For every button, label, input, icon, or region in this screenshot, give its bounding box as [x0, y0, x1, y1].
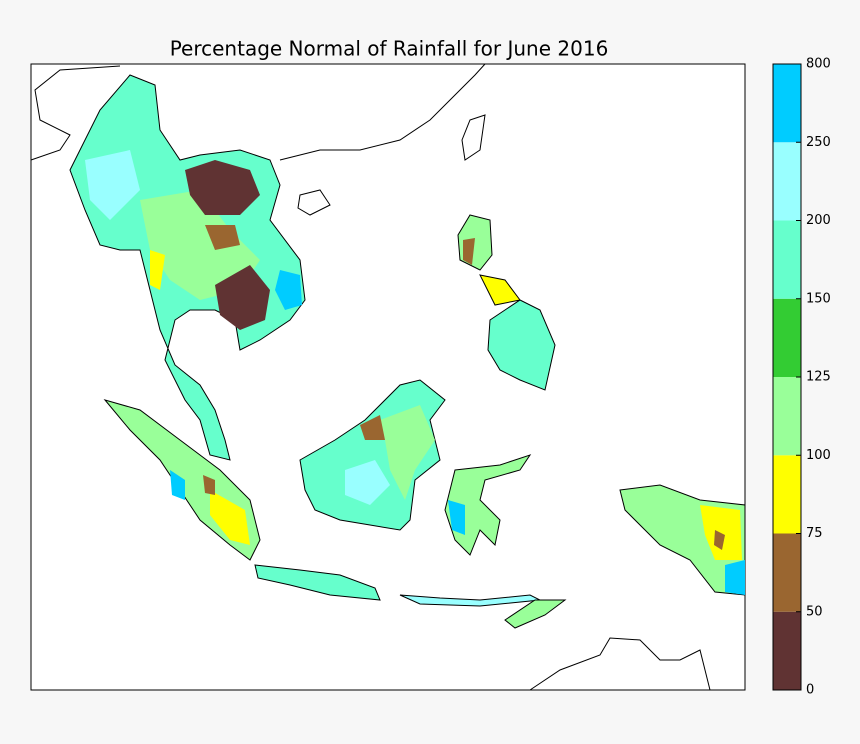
region-green: [140, 190, 260, 300]
region-brown: [360, 415, 385, 440]
colorbar-bin: [773, 455, 801, 534]
region-yellow: [150, 250, 165, 290]
land-islands: [399, 594, 542, 607]
colorbar-bin: [773, 611, 801, 690]
region-yellow: [210, 490, 250, 545]
region-brown: [205, 225, 240, 250]
land-hainan: [297, 189, 331, 216]
colorbar-tick-label: 75: [806, 526, 823, 541]
land-visayas: [479, 274, 521, 306]
land-timor: [504, 599, 567, 629]
land-taiwan: [461, 114, 486, 161]
region-dry: [215, 265, 270, 330]
colorbar-tick-label: 250: [806, 135, 831, 150]
colorbar-tick-label: 200: [806, 213, 831, 228]
colorbar-bin: [773, 298, 801, 377]
land-sulawesi: [444, 454, 532, 556]
region-yellow: [700, 505, 742, 560]
colorbar-tick-label: 50: [806, 604, 823, 619]
coast-china: [30, 63, 486, 161]
colorbar-tick-label: 800: [806, 57, 831, 72]
colorbar: 0 50 75 100 125 150 200 250 800: [772, 57, 831, 698]
region-wet: [275, 270, 302, 310]
colorbar-bin: [773, 377, 801, 456]
colorbar-bin: [773, 142, 801, 221]
region-brown: [714, 530, 725, 550]
map-title: Percentage Normal of Rainfall for June 2…: [170, 37, 609, 61]
colorbar-bin: [773, 220, 801, 299]
land-mindanao: [487, 299, 556, 391]
region-cyan: [345, 460, 390, 505]
region-green: [380, 405, 435, 500]
region-dry: [185, 160, 260, 215]
region-wet: [725, 560, 745, 595]
region-cyan: [85, 150, 140, 220]
colorbar-tick-label: 0: [806, 683, 814, 698]
coast-australia: [529, 637, 711, 691]
region-brown: [203, 475, 215, 495]
colorbar-tick-label: 150: [806, 291, 831, 306]
colorbar-bin: [773, 533, 801, 612]
colorbar-tick-label: 100: [806, 448, 831, 463]
region-wet: [448, 500, 465, 535]
region-brown: [463, 238, 475, 265]
region-wet: [170, 470, 185, 500]
map: [30, 63, 746, 691]
colorbar-bin: [773, 64, 801, 143]
land-java: [254, 564, 381, 601]
colorbar-tick-label: 125: [806, 370, 831, 385]
